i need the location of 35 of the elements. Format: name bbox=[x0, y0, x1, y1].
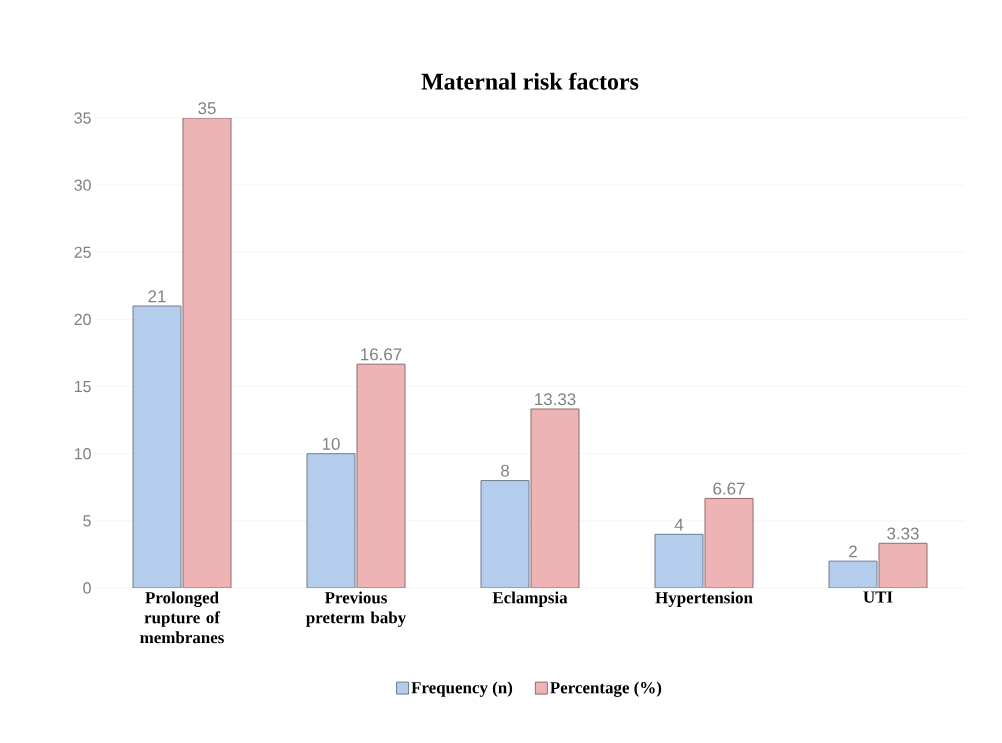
bar bbox=[356, 363, 406, 588]
data-label: 13.33 bbox=[535, 393, 576, 406]
y-tick-label: 5 bbox=[83, 515, 91, 527]
bar bbox=[132, 305, 182, 588]
y-tick-label: 30 bbox=[74, 179, 91, 191]
x-tick-label: UTI bbox=[863, 591, 893, 603]
data-label: 6.67 bbox=[713, 482, 745, 495]
data-label: 3.33 bbox=[887, 527, 919, 540]
data-label: 10 bbox=[322, 437, 340, 450]
y-tick-label: 25 bbox=[74, 246, 91, 258]
data-label: 8 bbox=[501, 464, 509, 477]
data-label: 21 bbox=[148, 290, 166, 303]
bar bbox=[306, 453, 356, 588]
bar bbox=[878, 542, 928, 588]
y-tick-label: 20 bbox=[74, 313, 91, 326]
y-tick-label: 35 bbox=[74, 112, 91, 124]
x-tick-label: Hypertension bbox=[655, 591, 753, 607]
data-label: 4 bbox=[674, 518, 684, 531]
chart-title: Maternal risk factors bbox=[421, 72, 639, 90]
y-tick-label: 15 bbox=[74, 381, 91, 393]
legend-label: Frequency (n) bbox=[411, 681, 513, 697]
x-tick-label: Eclampsia bbox=[492, 591, 568, 607]
bar bbox=[704, 497, 754, 588]
y-tick-label: 10 bbox=[74, 448, 91, 460]
data-label: 2 bbox=[849, 545, 857, 558]
legend-label: Percentage (%) bbox=[550, 681, 662, 697]
data-label: 16.67 bbox=[361, 348, 402, 361]
y-tick-label: 0 bbox=[83, 582, 91, 594]
bar bbox=[654, 533, 704, 588]
x-tick-label: Prolonged rupture of membranes bbox=[140, 591, 224, 644]
bar bbox=[530, 408, 580, 588]
x-tick-label: Previous preterm baby bbox=[306, 591, 407, 627]
bar bbox=[182, 118, 232, 588]
data-label: 35 bbox=[198, 102, 216, 115]
bar bbox=[480, 480, 530, 588]
